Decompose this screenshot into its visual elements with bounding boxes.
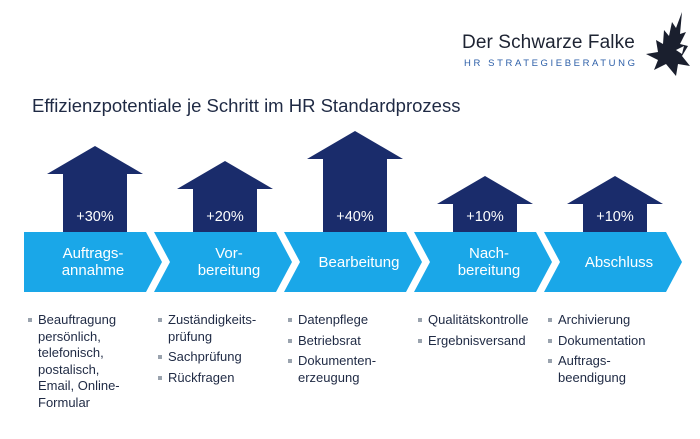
potential-label: +20% <box>206 209 244 225</box>
step-detail-item: Zuständigkeits-prüfung <box>158 312 276 345</box>
step-detail-item: Rückfragen <box>158 370 276 387</box>
potential-label: +40% <box>336 209 374 225</box>
brand-subtitle: HR STRATEGIEBERATUNG <box>464 58 638 69</box>
process-chevrons <box>24 232 682 292</box>
brand-block: Der Schwarze Falke HR STRATEGIEBERATUNG <box>448 12 698 78</box>
potential-label: +10% <box>596 209 634 225</box>
step-detail-list: Zuständigkeits-prüfung Sachprüfung Rückfra… <box>158 312 276 390</box>
potential-label: +10% <box>466 209 504 225</box>
step-detail-item: Betriebsrat <box>288 333 406 350</box>
process-chevron <box>544 232 682 292</box>
step-label: Bearbeitung <box>304 254 414 271</box>
step-label: Abschluss <box>564 254 674 271</box>
step-detail-item: Datenpflege <box>288 312 406 329</box>
potential-arrow <box>177 161 273 236</box>
step-label-line: Nach- <box>468 245 509 262</box>
potential-arrow <box>567 176 663 236</box>
potential-arrow <box>307 131 403 236</box>
process-chevron <box>24 232 162 292</box>
step-detail-list: Datenpflege Betriebsrat Dokumenten-erzeugu… <box>288 312 406 390</box>
step-detail-list: Archivierung Dokumentation Auftrags-beendi… <box>548 312 666 390</box>
step-label: Vor-bereitung <box>174 245 284 279</box>
step-label-line: Bearbeitung <box>318 253 400 271</box>
process-chevron <box>414 232 552 292</box>
step-label-line: bereitung <box>197 262 261 279</box>
process-chevron <box>154 232 292 292</box>
potential-arrow <box>47 146 143 236</box>
step-detail-list: Qualitätskontrolle Ergebnisversand <box>418 312 536 353</box>
step-detail-item: Beauftragung persönlich, telefonisch, po… <box>28 312 132 411</box>
brand-name: Der Schwarze Falke <box>462 32 635 53</box>
step-detail-item: Dokumentation <box>548 333 666 350</box>
step-label-line: Auftrags- <box>62 245 124 262</box>
process-chevron <box>284 232 422 292</box>
step-detail-item: Dokumenten-erzeugung <box>288 353 406 386</box>
step-detail-item: Archivierung <box>548 312 666 329</box>
step-label: Nach-bereitung <box>434 245 544 279</box>
page-title: Effizienzpotentiale je Schritt im HR Sta… <box>32 95 461 116</box>
falcon-icon <box>646 12 690 76</box>
step-label-line: Abschluss <box>584 253 654 271</box>
step-label-line: Vor- <box>215 245 243 262</box>
step-detail-item: Sachprüfung <box>158 349 276 366</box>
step-label-line: bereitung <box>457 262 521 279</box>
step-label: Auftrags-annahme <box>38 245 148 279</box>
step-detail-item: Auftrags-beendigung <box>548 353 666 386</box>
step-detail-list: Beauftragung persönlich, telefonisch, po… <box>28 312 132 415</box>
potential-arrow <box>437 176 533 236</box>
step-label-line: annahme <box>61 262 125 279</box>
step-detail-item: Ergebnisversand <box>418 333 536 350</box>
potential-label: +30% <box>76 209 114 225</box>
step-detail-item: Qualitätskontrolle <box>418 312 536 329</box>
potential-arrows <box>47 131 663 236</box>
